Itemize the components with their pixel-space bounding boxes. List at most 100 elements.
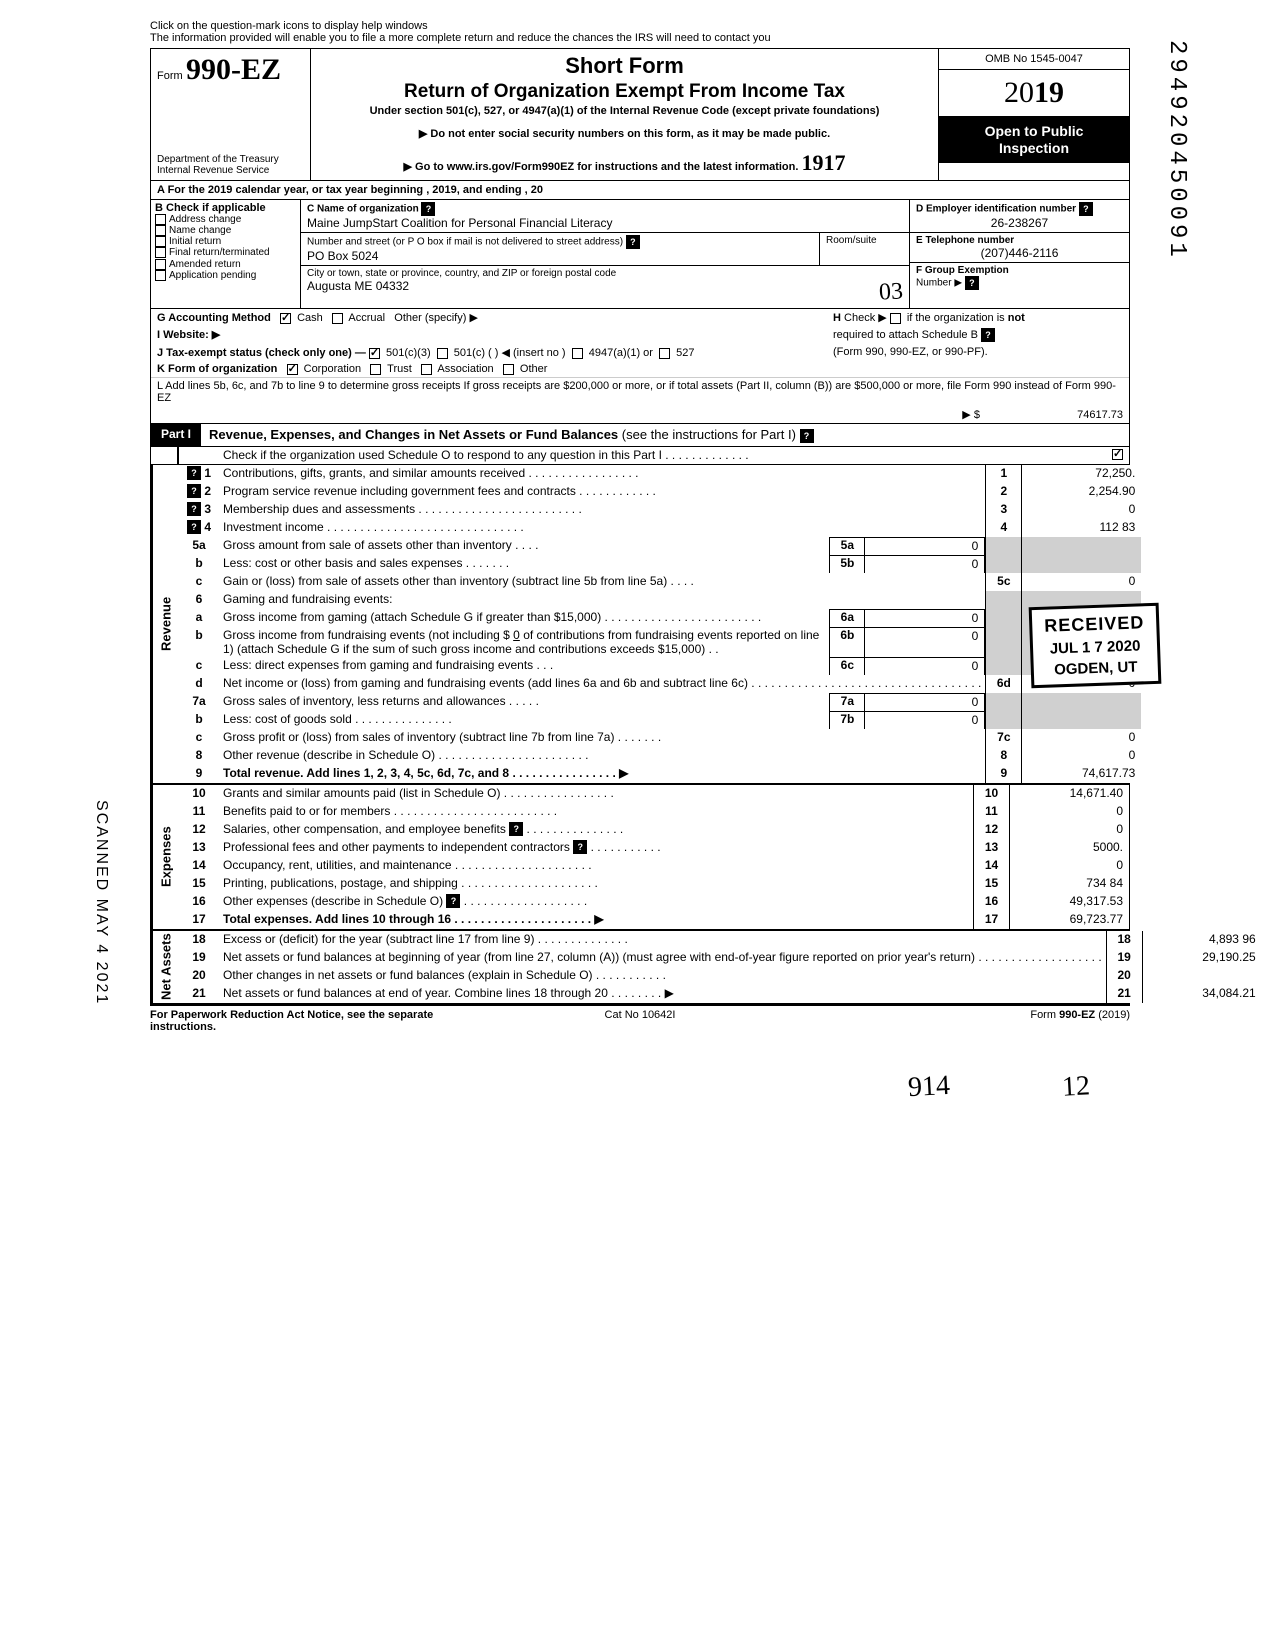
checkbox[interactable] xyxy=(155,259,166,270)
line-15: 15 Printing, publications, postage, and … xyxy=(179,875,1129,893)
i-label: I Website: ▶ xyxy=(157,329,220,341)
header-left: Form 990-EZ Department of the Treasury I… xyxy=(151,49,311,180)
handwritten-12: 12 xyxy=(1061,1070,1091,1103)
part-1-label: Part I xyxy=(151,424,201,446)
warn-1: ▶ Do not enter social security numbers o… xyxy=(319,127,930,140)
checkbox[interactable] xyxy=(155,214,166,225)
b-item: Address change xyxy=(155,214,296,225)
line-18: 18 Excess or (deficit) for the year (sub… xyxy=(179,931,1262,949)
help-icon[interactable]: ? xyxy=(187,520,201,534)
received-stamp: RECEIVED JUL 1 7 2020 OGDEN, UT xyxy=(1029,603,1162,688)
help-icon[interactable]: ? xyxy=(509,822,523,836)
b-item: Name change xyxy=(155,225,296,236)
checkbox[interactable] xyxy=(421,364,432,375)
l-arrow: ▶ $ xyxy=(962,409,980,421)
top-note-l2: The information provided will enable you… xyxy=(150,32,1130,44)
l-text: L Add lines 5b, 6c, and 7b to line 9 to … xyxy=(157,380,1123,404)
line-5a: 5a Gross amount from sale of assets othe… xyxy=(179,537,1141,555)
b-item: Amended return xyxy=(155,259,296,270)
checkbox[interactable] xyxy=(155,236,166,247)
room-label: Room/suite xyxy=(826,235,877,246)
g-label: G Accounting Method xyxy=(157,312,271,324)
phone-value: (207)446-2116 xyxy=(916,246,1123,260)
d-label: D Employer identification number xyxy=(916,204,1076,215)
c-label: C Name of organization xyxy=(307,204,419,215)
checkbox[interactable] xyxy=(572,348,583,359)
line-7a: 7a Gross sales of inventory, less return… xyxy=(179,693,1141,711)
e-label: E Telephone number xyxy=(916,235,1014,246)
checkbox[interactable] xyxy=(659,348,670,359)
part-1-header: Part I Revenue, Expenses, and Changes in… xyxy=(150,424,1130,447)
line-1: ? 1 Contributions, gifts, grants, and si… xyxy=(179,465,1141,483)
under-section: Under section 501(c), 527, or 4947(a)(1)… xyxy=(319,105,930,117)
net-assets-section: Net Assets 18 Excess or (deficit) for th… xyxy=(150,931,1130,1005)
line-16: 16 Other expenses (describe in Schedule … xyxy=(179,893,1129,911)
checkbox-accrual[interactable] xyxy=(332,313,343,324)
form-page: 294920450091 SCANNED MAY 4 2021 Click on… xyxy=(150,20,1130,1033)
revenue-side-label: Revenue xyxy=(151,465,179,783)
netassets-side-label: Net Assets xyxy=(151,931,179,1003)
form-number: 990-EZ xyxy=(186,53,281,86)
j-label: J Tax-exempt status (check only one) — xyxy=(157,347,366,359)
line-9: 9 Total revenue. Add lines 1, 2, 3, 4, 5… xyxy=(179,765,1141,783)
help-icon[interactable]: ? xyxy=(800,429,814,443)
line-a: A For the 2019 calendar year, or tax yea… xyxy=(150,181,1130,200)
checkbox[interactable] xyxy=(155,225,166,236)
help-icon[interactable]: ? xyxy=(187,466,201,480)
h-text-2: required to attach Schedule B ? xyxy=(823,328,1123,342)
checkbox[interactable] xyxy=(370,364,381,375)
line-7b: b Less: cost of goods sold . . . . . . .… xyxy=(179,711,1141,729)
line-13: 13 Professional fees and other payments … xyxy=(179,839,1129,857)
barcode-number: 294920450091 xyxy=(1163,40,1190,261)
line-11: 11 Benefits paid to or for members . . .… xyxy=(179,803,1129,821)
line-6b: b Gross income from fundraising events (… xyxy=(179,627,1141,657)
checkbox[interactable] xyxy=(437,348,448,359)
help-icon[interactable]: ? xyxy=(1079,202,1093,216)
b-item: Initial return xyxy=(155,236,296,247)
help-icon[interactable]: ? xyxy=(421,202,435,216)
column-def: D Employer identification number ? 26-23… xyxy=(909,200,1129,308)
checkbox[interactable] xyxy=(890,313,901,324)
department: Department of the Treasury Internal Reve… xyxy=(157,154,304,176)
line-19: 19 Net assets or fund balances at beginn… xyxy=(179,949,1262,967)
checkbox-schedule-o[interactable] xyxy=(1112,449,1123,460)
k-label: K Form of organization xyxy=(157,363,277,375)
help-icon[interactable]: ? xyxy=(446,894,460,908)
checkbox-cash[interactable] xyxy=(280,313,291,324)
line-14: 14 Occupancy, rent, utilities, and maint… xyxy=(179,857,1129,875)
handwritten-914: 914 xyxy=(907,1069,951,1103)
checkbox[interactable] xyxy=(155,247,166,258)
b-item: Final return/terminated xyxy=(155,247,296,258)
checkbox-501c3[interactable] xyxy=(369,348,380,359)
city-label: City or town, state or province, country… xyxy=(307,268,616,279)
help-icon[interactable]: ? xyxy=(187,502,201,516)
help-icon[interactable]: ? xyxy=(187,484,201,498)
checkbox[interactable] xyxy=(155,270,166,281)
help-icon[interactable]: ? xyxy=(626,235,640,249)
footer-left: For Paperwork Reduction Act Notice, see … xyxy=(150,1009,477,1033)
header-center: Short Form Return of Organization Exempt… xyxy=(311,49,939,180)
help-icon[interactable]: ? xyxy=(965,276,979,290)
footer-right: Form 990-EZ (2019) xyxy=(803,1009,1130,1033)
line-20: 20 Other changes in net assets or fund b… xyxy=(179,967,1262,985)
line-6c: c Less: direct expenses from gaming and … xyxy=(179,657,1141,675)
form-header: Form 990-EZ Department of the Treasury I… xyxy=(150,49,1130,181)
column-b: B Check if applicable Address change Nam… xyxy=(151,200,301,308)
line-8: 8 Other revenue (describe in Schedule O)… xyxy=(179,747,1141,765)
form-prefix: Form xyxy=(157,70,183,82)
top-note: Click on the question-mark icons to disp… xyxy=(150,20,1130,49)
help-icon[interactable]: ? xyxy=(981,328,995,342)
help-icon[interactable]: ? xyxy=(573,840,587,854)
part-1-title: Revenue, Expenses, and Changes in Net As… xyxy=(201,424,1129,446)
footer-center: Cat No 10642I xyxy=(477,1009,804,1033)
checkbox-corp[interactable] xyxy=(287,364,298,375)
line-5b: b Less: cost or other basis and sales ex… xyxy=(179,555,1141,573)
header-right: OMB No 1545-0047 2019 Open to Public Ins… xyxy=(939,49,1129,180)
line-12: 12 Salaries, other compensation, and emp… xyxy=(179,821,1129,839)
short-form-title: Short Form xyxy=(319,53,930,79)
addr-label: Number and street (or P O box if mail is… xyxy=(307,237,623,248)
tax-year: 2019 xyxy=(939,70,1129,117)
checkbox[interactable] xyxy=(503,364,514,375)
org-name: Maine JumpStart Coalition for Personal F… xyxy=(307,216,612,230)
warn-2: ▶ Go to www.irs.gov/Form990EZ for instru… xyxy=(319,150,930,176)
